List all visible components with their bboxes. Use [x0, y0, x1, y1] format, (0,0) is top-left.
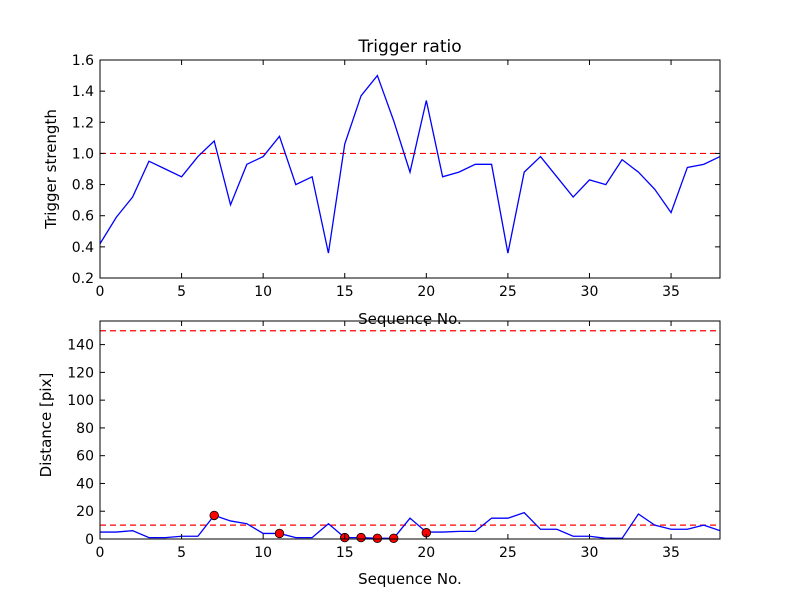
distance-panel: Sequence No. Distance [pix] 0 5 10 15 20 25 30…	[37, 320, 721, 588]
x-tick-label: 0	[96, 545, 105, 561]
x-tick-label: 25	[499, 545, 517, 561]
y-tick-label: 0.2	[72, 271, 94, 287]
series-line-trigger-strength	[100, 74, 720, 254]
plot-area	[100, 330, 720, 539]
y-tick-label: 1.2	[72, 115, 94, 131]
x-axis-label: Sequence No.	[358, 310, 462, 328]
data-point-marker	[209, 510, 219, 521]
series-line-distance	[100, 511, 720, 539]
x-tick-label: 30	[581, 545, 599, 561]
axes-frame	[99, 59, 721, 279]
x-tick-label: 25	[499, 284, 517, 300]
x-tick-label: 10	[254, 545, 272, 561]
x-tick-label: 20	[417, 545, 435, 561]
y-tick-label: 1.0	[72, 146, 94, 162]
data-point-marker	[274, 528, 285, 539]
data-point-marker	[388, 533, 399, 544]
x-tick-label: 35	[662, 284, 680, 300]
data-point-marker	[372, 533, 383, 544]
y-tick-label: 0.6	[72, 209, 94, 225]
x-tick-label: 15	[336, 284, 354, 300]
x-tick-label: 10	[254, 284, 272, 300]
x-tick-label: 15	[336, 545, 354, 561]
y-tick-label: 140	[67, 338, 94, 354]
x-tick-label: 20	[417, 284, 435, 300]
y-axis-label: Trigger strength	[42, 109, 60, 230]
axes-frame	[99, 320, 721, 540]
x-tick-label: 0	[96, 284, 105, 300]
y-tick-label: 1.6	[72, 53, 94, 69]
y-tick-label: 120	[67, 365, 94, 381]
y-tick-label: 0	[85, 532, 94, 548]
x-tick-label: 35	[662, 545, 680, 561]
data-point-marker	[356, 532, 366, 543]
y-axis-label: Distance [pix]	[37, 373, 55, 478]
x-tick-label: 30	[581, 284, 599, 300]
y-tick-label: 20	[76, 504, 94, 520]
y-tick-label: 0.4	[72, 240, 94, 256]
y-tick-label: 40	[76, 476, 94, 492]
y-tick-label: 60	[76, 449, 94, 465]
y-tick-label: 80	[76, 421, 94, 437]
trigger-ratio-panel: Trigger ratio Sequence No. Trigger stren…	[42, 37, 721, 328]
y-tick-label: 100	[67, 393, 94, 409]
x-tick-label: 5	[177, 284, 186, 300]
chart-title: Trigger ratio	[357, 37, 461, 57]
plot-area	[100, 74, 720, 254]
y-tick-label: 0.8	[72, 178, 94, 194]
y-tick-label: 1.4	[72, 84, 94, 100]
x-tick-label: 5	[177, 545, 186, 561]
x-axis-label: Sequence No.	[358, 570, 462, 588]
